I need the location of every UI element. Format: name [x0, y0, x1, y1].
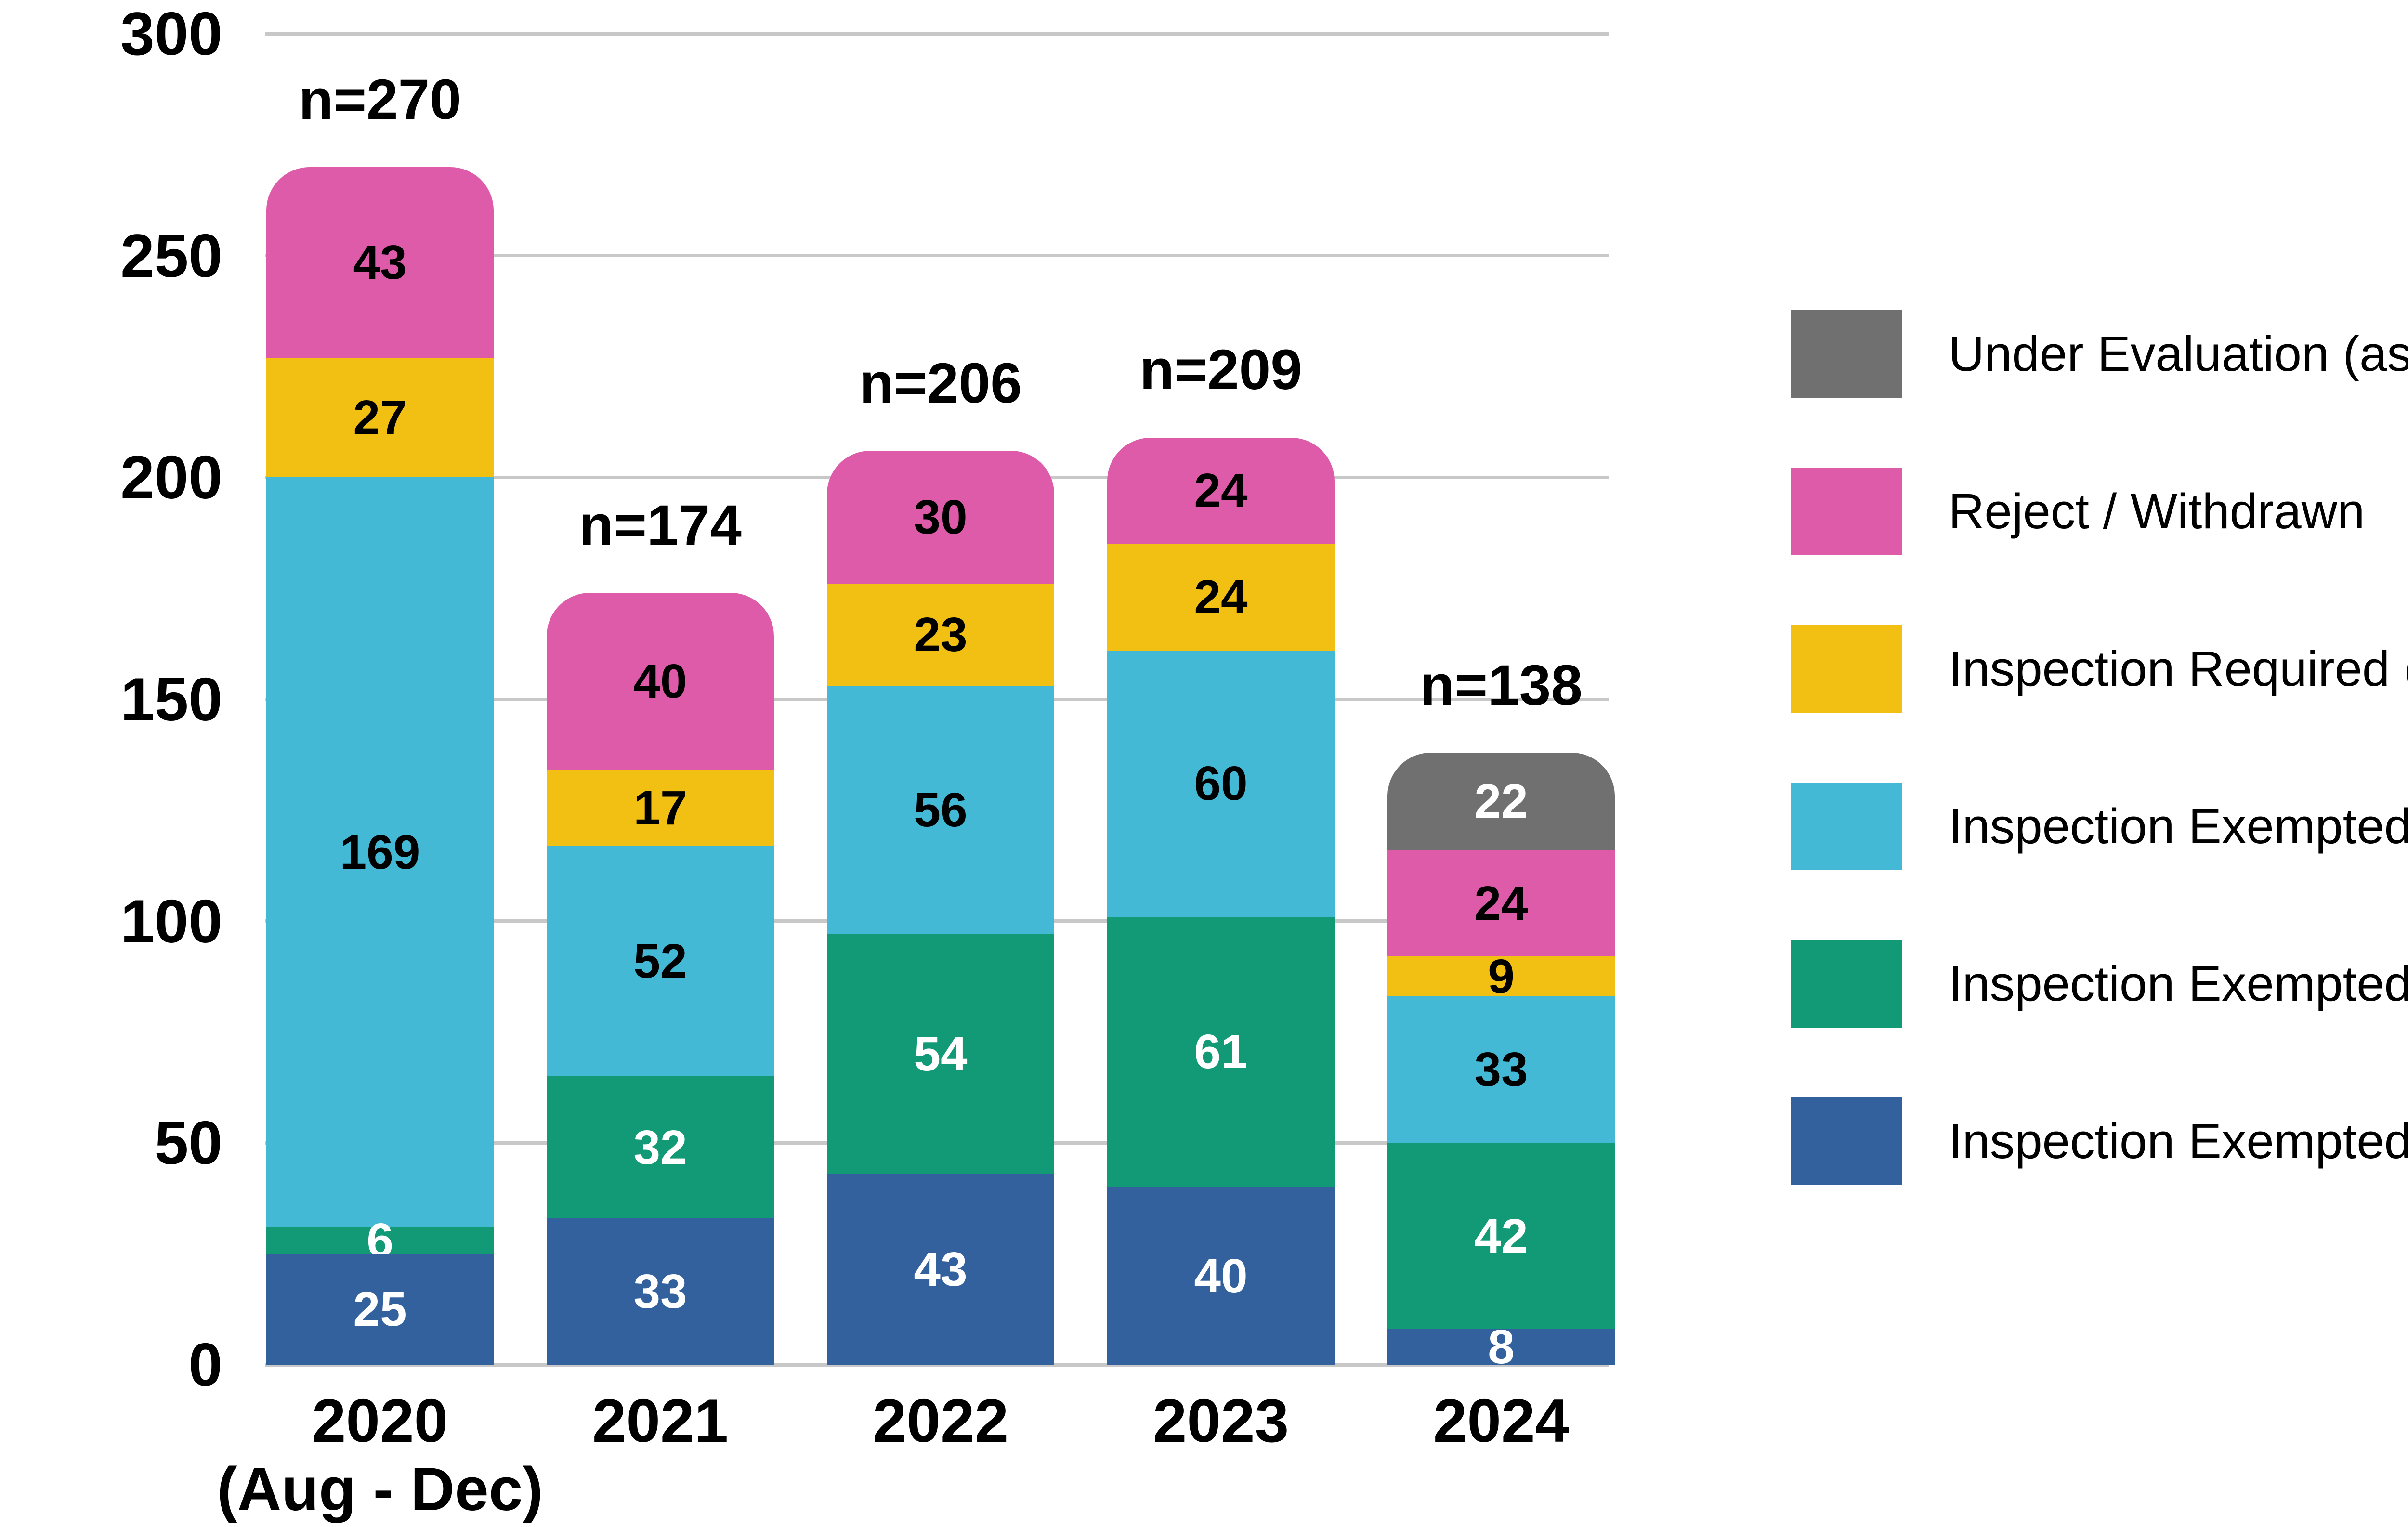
bar-segment: 40 [547, 592, 774, 770]
bar-total-label: n=206 [859, 352, 1022, 416]
y-tick-0: 0 [188, 1331, 222, 1399]
segment-value-label: 52 [633, 934, 687, 988]
bar-segment: 23 [827, 584, 1054, 686]
segment-value-label: 56 [914, 783, 968, 837]
bar-segment: 52 [547, 846, 774, 1077]
bar-2022: 43 54 56 23 30 [827, 451, 1054, 1365]
segment-value-label: 22 [1474, 774, 1528, 828]
segment-value-label: 33 [633, 1264, 687, 1318]
segment-value-label: 43 [353, 235, 407, 289]
bar-2021: 33 32 52 17 40 [547, 592, 774, 1365]
legend-swatch [1791, 783, 1902, 870]
x-category-label: 2022 [872, 1386, 1009, 1455]
segment-value-label: 54 [914, 1027, 968, 1082]
y-tick-200: 200 [120, 443, 222, 512]
y-tick-250: 250 [120, 221, 222, 290]
bar-segment: 60 [1107, 650, 1335, 917]
legend-label: Under Evaluation (as of 25 March 2025) [1949, 326, 2408, 381]
bar-total-label: n=174 [579, 493, 742, 557]
bar-total-label: n=138 [1420, 653, 1583, 717]
segment-value-label: 169 [340, 825, 420, 879]
y-tick-150: 150 [120, 665, 222, 734]
legend-label: Inspection Exempted (Full Evaluation) [1949, 798, 2408, 854]
legend-swatch [1791, 625, 1902, 713]
x-category-label: 2023 [1152, 1386, 1289, 1455]
y-tick-50: 50 [154, 1109, 222, 1177]
bar-2024: 8 42 33 9 24 22 [1387, 752, 1615, 1371]
segment-value-label: 24 [1194, 464, 1248, 518]
legend-swatch [1791, 468, 1902, 555]
segment-value-label: 24 [1474, 876, 1528, 930]
bar-total-label: n=270 [299, 67, 461, 131]
bar-2020: 25 6 169 27 43 [266, 167, 494, 1365]
bar-segment: 17 [547, 770, 774, 846]
segment-value-label: 60 [1194, 757, 1248, 811]
bar-segment: 6 [266, 1216, 494, 1265]
legend-label: Reject / Withdrawn [1949, 483, 2365, 539]
bar-segment: 32 [547, 1076, 774, 1218]
bar-segment: 8 [1387, 1323, 1615, 1371]
segment-value-label: 9 [1488, 949, 1515, 1004]
y-tick-300: 300 [120, 0, 222, 68]
legend-label: Inspection Exempted (Expedited) [1949, 956, 2408, 1011]
segment-value-label: 24 [1194, 570, 1248, 625]
bar-segment: 61 [1107, 916, 1335, 1188]
bar-segment: 56 [827, 686, 1054, 935]
bar-2023: 40 61 60 24 24 [1107, 437, 1335, 1365]
bar-segment: 24 [1107, 437, 1335, 544]
segment-value-label: 23 [914, 608, 968, 662]
bar-segment: 42 [1387, 1143, 1615, 1330]
gridline-300 [265, 32, 1609, 36]
bar-segment: 33 [1387, 996, 1615, 1143]
legend-swatch [1791, 1097, 1902, 1185]
bar-segment: 54 [827, 934, 1054, 1174]
legend-label: Inspection Required (Full Evaluation) [1949, 641, 2408, 696]
legend-swatch [1791, 310, 1902, 398]
segment-value-label: 43 [914, 1242, 968, 1296]
bar-segment: 24 [1387, 850, 1615, 957]
segment-value-label: 25 [353, 1282, 407, 1336]
segment-value-label: 32 [633, 1120, 687, 1175]
segment-value-label: 33 [1474, 1043, 1528, 1097]
segment-value-label: 27 [353, 391, 407, 445]
bar-segment: 27 [266, 357, 494, 478]
bar-segment: 30 [827, 451, 1054, 584]
segment-value-label: 40 [633, 654, 687, 709]
x-category-label: 2020 [312, 1386, 448, 1455]
x-category-sublabel: (Aug - Dec) [217, 1455, 543, 1523]
segment-value-label: 8 [1488, 1320, 1515, 1374]
bar-segment: 24 [1107, 544, 1335, 651]
bar-segment: 22 [1387, 752, 1615, 850]
bar-segment: 43 [266, 167, 494, 358]
segment-value-label: 61 [1194, 1025, 1248, 1079]
gridline-0 [265, 1363, 1609, 1367]
segment-value-label: 30 [914, 490, 968, 545]
bar-total-label: n=209 [1139, 338, 1302, 402]
segment-value-label: 17 [633, 781, 687, 835]
legend-label: Inspection Exempted (Auto-exemption) [1949, 1113, 2408, 1169]
bar-segment: 9 [1387, 953, 1615, 1001]
gridline-250 [265, 254, 1609, 258]
y-tick-100: 100 [120, 887, 222, 955]
segment-value-label: 40 [1194, 1249, 1248, 1303]
bar-segment: 25 [266, 1253, 494, 1365]
x-category-label: 2024 [1433, 1386, 1570, 1455]
bar-segment: 43 [827, 1174, 1054, 1365]
x-category-label: 2021 [592, 1386, 729, 1455]
bar-segment: 169 [266, 477, 494, 1227]
bar-segment: 40 [1107, 1187, 1335, 1365]
segment-value-label: 42 [1474, 1209, 1528, 1263]
bar-segment: 33 [547, 1218, 774, 1365]
legend-swatch [1791, 940, 1902, 1028]
